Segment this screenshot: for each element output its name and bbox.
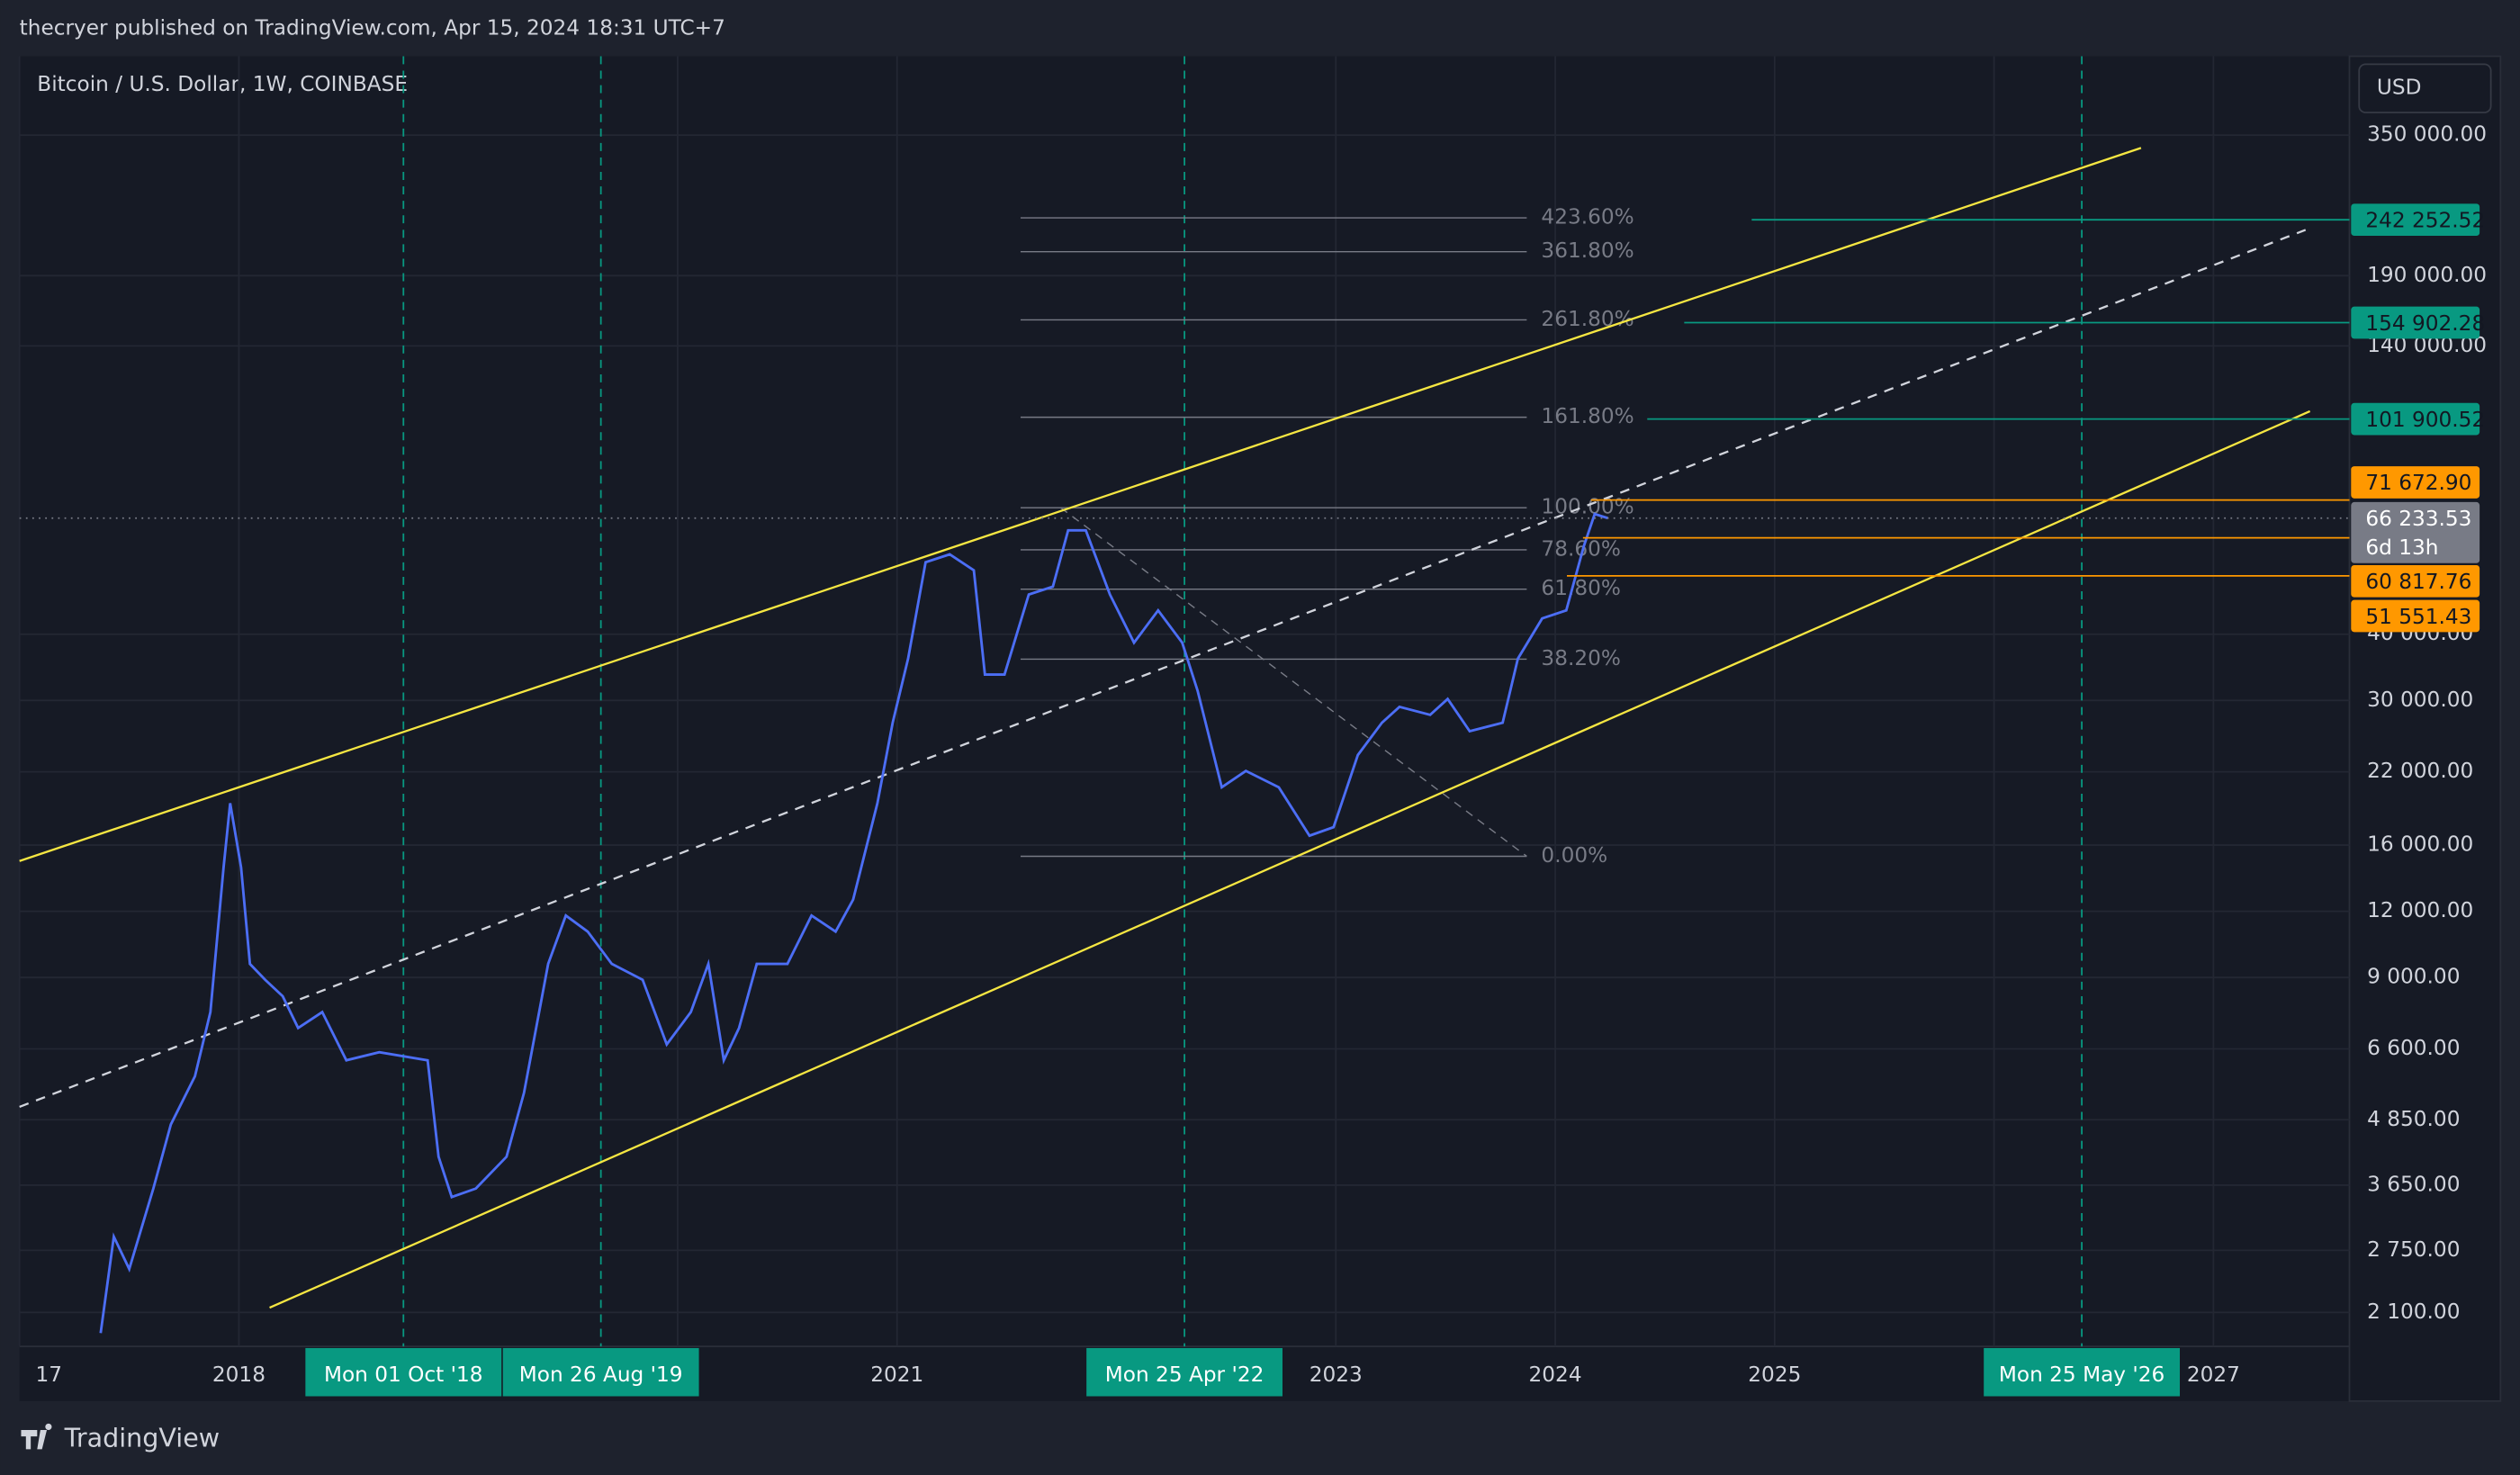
price-tag-label: 154 902.28 xyxy=(2365,311,2485,336)
brand: TradingView xyxy=(64,1423,220,1453)
price-tag xyxy=(2351,466,2480,499)
date-tag xyxy=(502,1347,699,1397)
date-tag-label: Mon 25 May '26 xyxy=(1999,1363,2164,1387)
price-tag-label: 101 900.52 xyxy=(2365,408,2485,432)
fib-label: 361.80% xyxy=(1541,238,1634,263)
price-tag-label: 66 233.53 xyxy=(2365,507,2471,531)
logo xyxy=(21,1423,52,1450)
date-tag xyxy=(1086,1347,1282,1397)
y-tick-label: 2 100.00 xyxy=(2367,1300,2460,1324)
y-tick-label: 12 000.00 xyxy=(2367,898,2473,922)
trendline xyxy=(269,409,2311,1309)
price-tag xyxy=(2351,564,2480,598)
currency-button[interactable] xyxy=(2358,63,2492,113)
fib-label: 423.60% xyxy=(1541,205,1634,229)
x-tick-label: 2027 xyxy=(2187,1363,2240,1387)
y-tick-label: 2 750.00 xyxy=(2367,1237,2460,1262)
date-tag-label: Mon 25 Apr '22 xyxy=(1105,1363,1264,1387)
date-tag-label: Mon 01 Oct '18 xyxy=(324,1363,483,1387)
y-tick-label: 3 650.00 xyxy=(2367,1172,2460,1196)
price-tag-label: 51 551.43 xyxy=(2365,605,2471,629)
price-tag xyxy=(2351,599,2480,633)
fib-label: 261.80% xyxy=(1541,307,1634,331)
date-tag xyxy=(305,1347,502,1397)
fib-label: 161.80% xyxy=(1541,404,1634,428)
y-tick-label: 22 000.00 xyxy=(2367,759,2473,783)
price-tag xyxy=(2351,306,2480,339)
y-tick-label: 350 000.00 xyxy=(2367,122,2487,147)
y-tick-label: 6 600.00 xyxy=(2367,1036,2460,1060)
y-tick-label: 30 000.00 xyxy=(2367,688,2473,712)
price-tag-label: 60 817.76 xyxy=(2365,570,2471,594)
header: thecryer published on TradingView.com, A… xyxy=(20,16,725,40)
price-tag xyxy=(2351,203,2480,237)
date-tag-label: Mon 26 Aug '19 xyxy=(519,1363,683,1387)
price-tag-label: 242 252.52 xyxy=(2365,208,2485,232)
x-tick-label: 2021 xyxy=(870,1363,923,1387)
x-tick-label: 2023 xyxy=(1310,1363,1363,1387)
fib-label: 100.00% xyxy=(1541,495,1634,519)
date-tag xyxy=(1984,1347,2181,1397)
fib-label: 38.20% xyxy=(1541,646,1620,670)
trendline xyxy=(19,229,2307,1108)
y-tick-label: 16 000.00 xyxy=(2367,832,2473,857)
price-tag-label: 71 672.90 xyxy=(2365,471,2471,495)
currency[interactable]: USD xyxy=(2377,76,2422,100)
fib-label: 0.00% xyxy=(1541,843,1607,868)
x-tick-label: 2018 xyxy=(212,1363,266,1387)
price-tag xyxy=(2351,402,2480,436)
x-tick-label: 17 xyxy=(36,1363,63,1387)
price-line xyxy=(99,512,1608,1334)
countdown: 6d 13h xyxy=(2365,535,2438,560)
x-tick-label: 2025 xyxy=(1748,1363,1801,1387)
fib-diagonal xyxy=(1060,507,1527,858)
symbol: Bitcoin / U.S. Dollar, 1W, COINBASE xyxy=(37,72,408,96)
y-tick-label: 190 000.00 xyxy=(2367,263,2487,287)
price-tag xyxy=(2351,501,2480,563)
fib-label: 61.80% xyxy=(1541,576,1620,600)
price-axis xyxy=(2348,55,2502,1402)
y-tick-label: 4 850.00 xyxy=(2367,1107,2460,1131)
y-tick-label: 9 000.00 xyxy=(2367,965,2460,989)
trendline xyxy=(19,147,2142,862)
x-tick-label: 2024 xyxy=(1529,1363,1582,1387)
